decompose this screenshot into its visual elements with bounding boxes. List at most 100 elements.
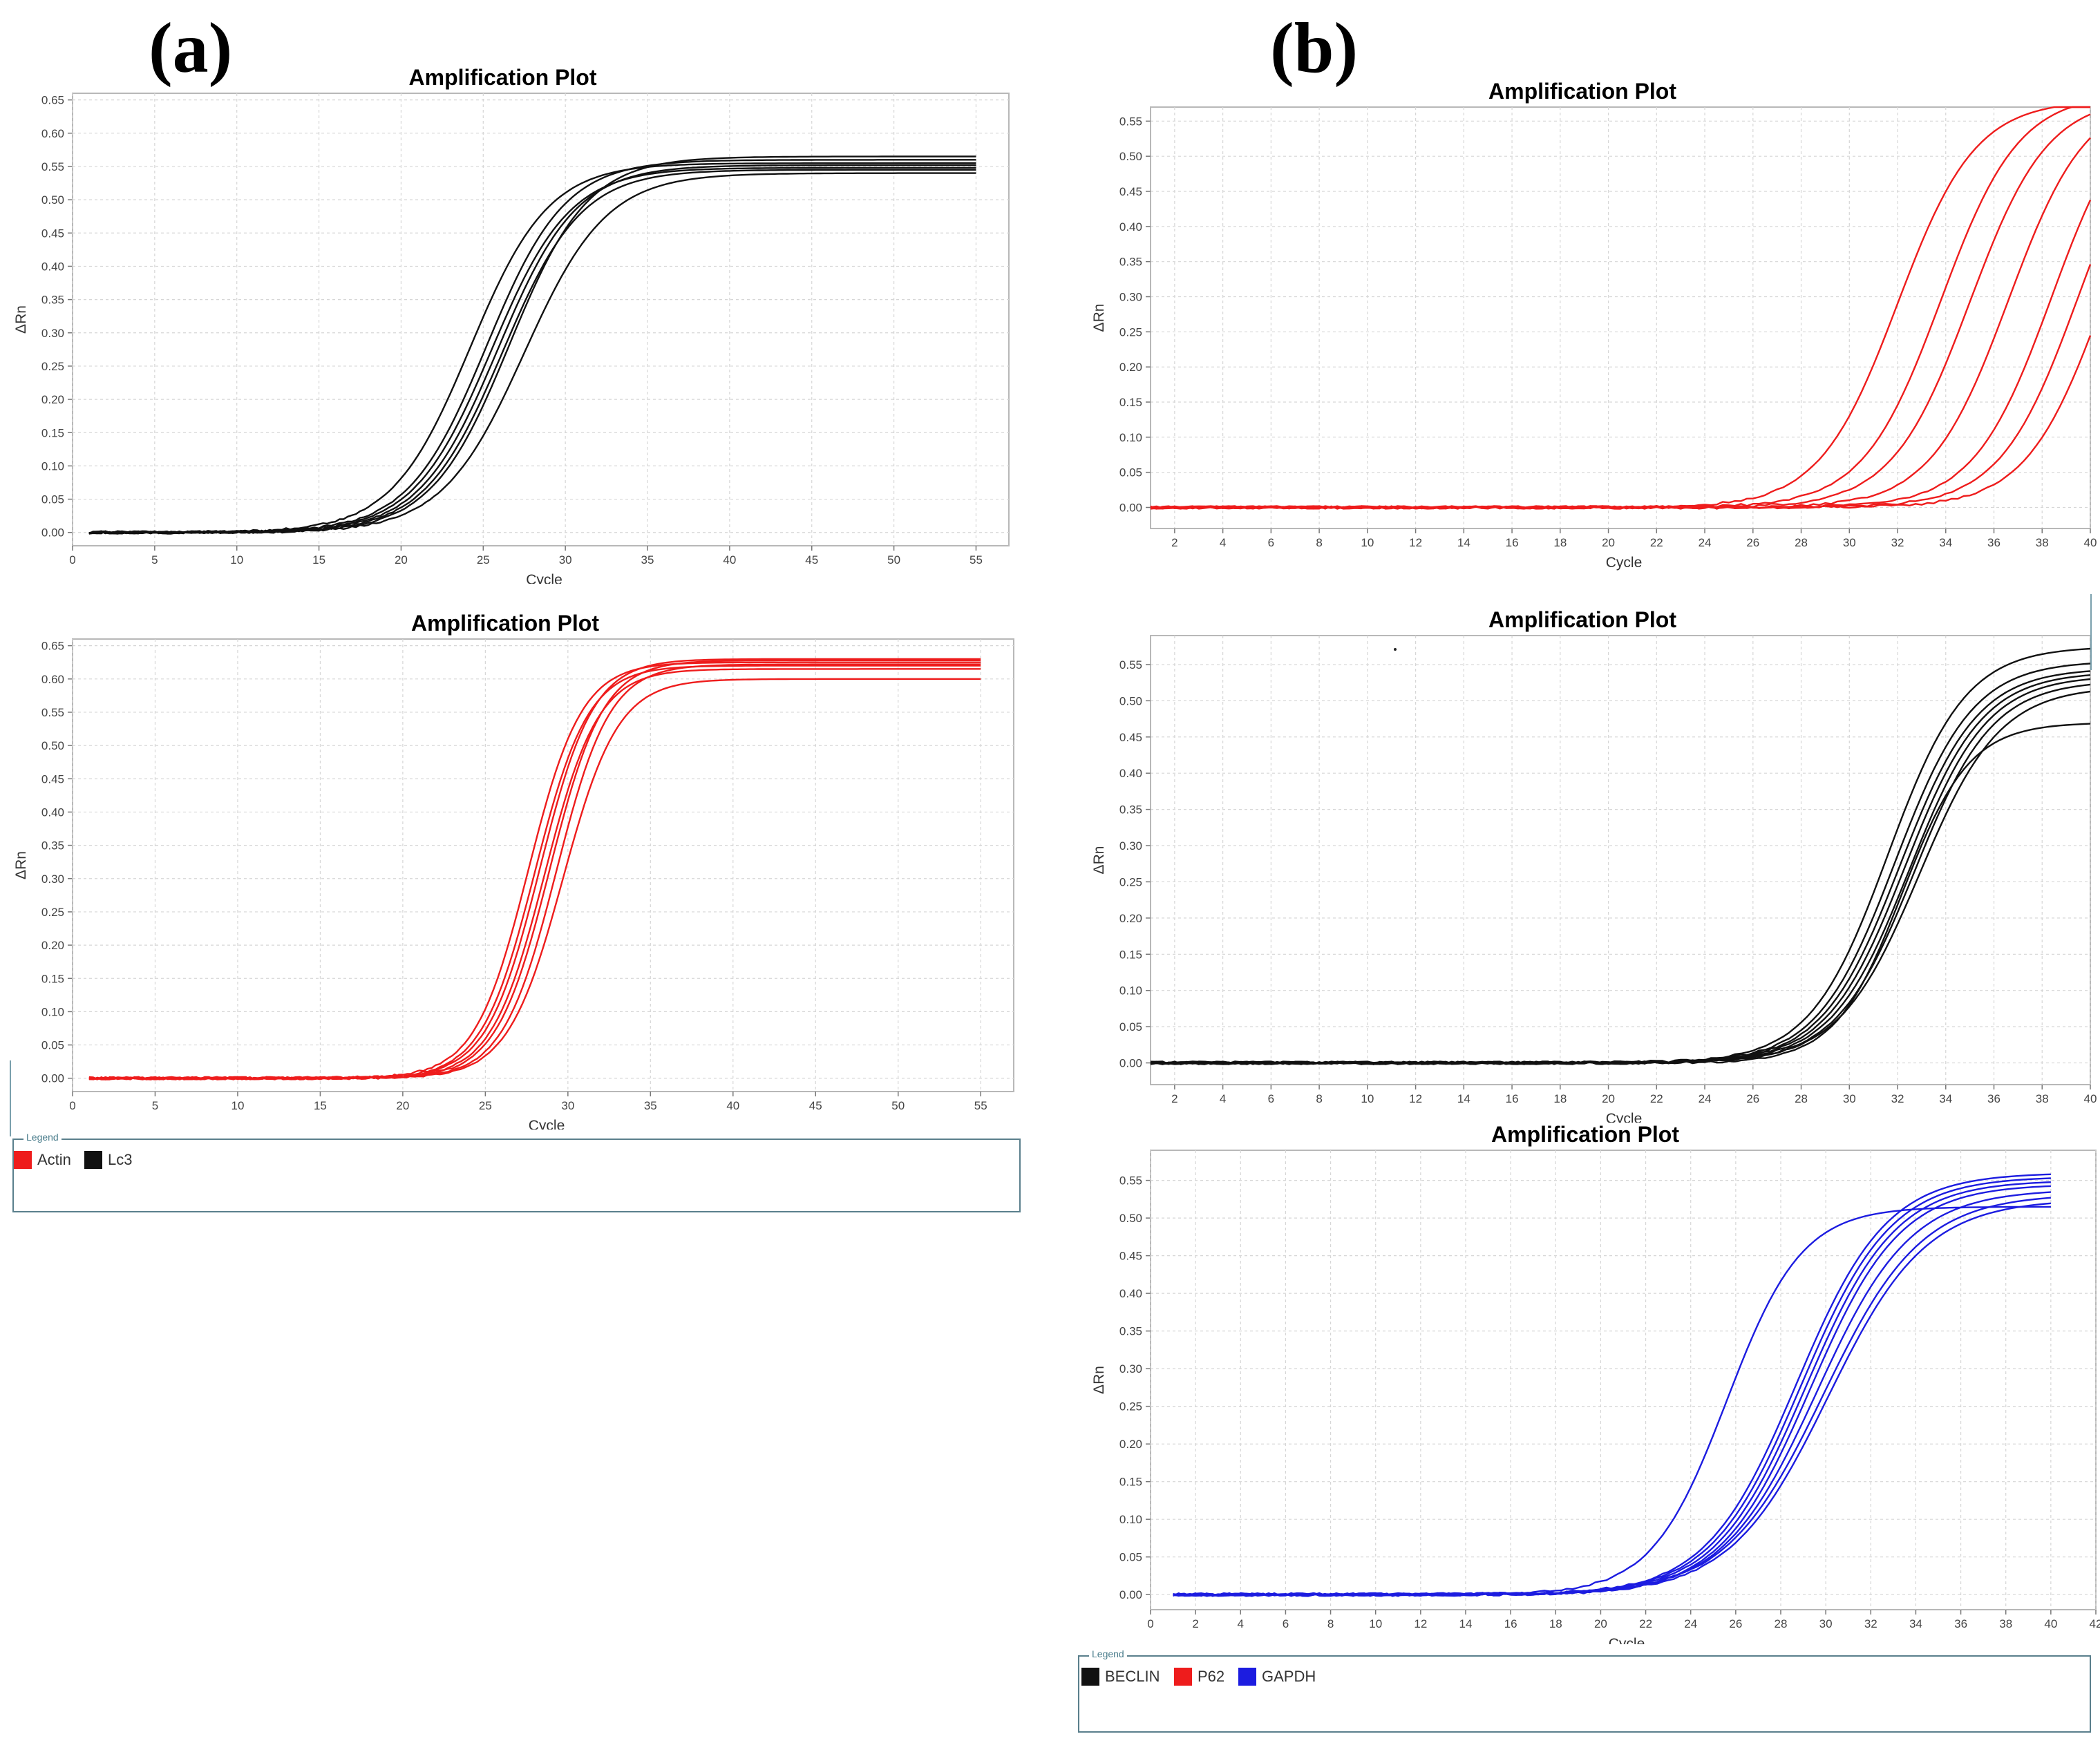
y-tick-label: 0.05 <box>1119 466 1142 479</box>
y-tick-label: 0.20 <box>1119 912 1142 925</box>
chart-b-bottom: Amplification Plot 0.00 0.05 0.10 0.15 0.20 0.… <box>1091 1122 2100 1644</box>
x-tick-label: 18 <box>1549 1617 1562 1630</box>
y-tick-label: 0.25 <box>1119 325 1142 339</box>
x-tick-label: 34 <box>1939 536 1952 549</box>
y-tick-label: 0.55 <box>1119 115 1142 128</box>
y-tick-label: 0.25 <box>41 360 64 373</box>
legend-a-item-actin: Actin <box>14 1150 71 1170</box>
y-tick-label: 0.55 <box>1119 1174 1142 1188</box>
y-tick-label: 0.45 <box>41 227 64 240</box>
amplification-curve-lc3-5 <box>88 169 976 535</box>
x-tick-label: 32 <box>1891 536 1904 549</box>
x-tick-label: 42 <box>2090 1617 2100 1630</box>
y-tick-label: 0.00 <box>1119 1057 1142 1070</box>
x-tick-label: 50 <box>887 553 900 566</box>
legend-a-label-lc3: Lc3 <box>108 1151 133 1168</box>
y-tick-label: 0.20 <box>41 939 64 952</box>
x-tick-label: 10 <box>1361 536 1374 549</box>
y-tick-label: 0.10 <box>41 1005 64 1018</box>
x-tick-label: 0 <box>1147 1617 1153 1630</box>
x-tick-label: 35 <box>641 553 654 566</box>
x-tick-label: 40 <box>2084 536 2097 549</box>
y-tick-label: 0.40 <box>1119 220 1142 234</box>
y-axis-label: ΔRn <box>13 305 29 334</box>
legend-swatch-black <box>1081 1668 1099 1686</box>
amplification-curve-lc3-7 <box>88 172 976 535</box>
y-tick-label: 0.45 <box>1119 731 1142 744</box>
plot-area <box>72 93 1010 546</box>
y-tick-label: 0.15 <box>41 972 64 985</box>
x-tick-label: 5 <box>151 553 158 566</box>
x-tick-label: 20 <box>395 553 408 566</box>
amplification-curve-actin-7 <box>88 678 981 1080</box>
x-tick-label: 16 <box>1506 536 1519 549</box>
y-tick-label: 0.00 <box>1119 502 1142 515</box>
x-tick-label: 20 <box>1602 1092 1615 1105</box>
legend-swatch-blue <box>1238 1668 1256 1686</box>
y-tick-label: 0.00 <box>41 1072 64 1085</box>
x-tick-label: 24 <box>1699 1092 1712 1105</box>
x-axis-label: Cycle <box>1609 1636 1645 1644</box>
y-tick-label: 0.30 <box>1119 291 1142 304</box>
x-tick-label: 50 <box>891 1099 905 1112</box>
amplification-curve-gapdh-7 <box>1173 1197 2052 1597</box>
legend-a-item-lc3: Lc3 <box>84 1150 132 1170</box>
chart-title: Amplification Plot <box>1488 79 1676 104</box>
y-tick-label: 0.00 <box>41 526 64 540</box>
y-tick-label: 0.20 <box>1119 361 1142 374</box>
chart-a-bottom: Amplification Plot 0.00 0.05 0.10 0.15 0.20 0.… <box>13 611 1014 1130</box>
amplification-curve-gapdh-8 <box>1173 1202 2052 1597</box>
y-tick-label: 0.15 <box>1119 948 1142 961</box>
chart-title: Amplification Plot <box>409 65 597 90</box>
stray-dot <box>1394 648 1397 651</box>
x-tick-label: 20 <box>396 1099 409 1112</box>
y-tick-label: 0.10 <box>41 459 64 473</box>
x-tick-label: 6 <box>1283 1617 1289 1630</box>
panel-label-a: (a) <box>149 8 233 88</box>
chart-b-mid: Amplification Plot 0.00 0.05 0.10 0.15 0.20 0.… <box>1091 607 2097 1123</box>
y-tick-label: 0.40 <box>41 260 64 273</box>
x-tick-label: 25 <box>479 1099 492 1112</box>
x-tick-label: 40 <box>726 1099 739 1112</box>
chart-a-top: Amplification Plot 0.00 0.05 0.10 0.15 0.20 0.… <box>13 65 1010 584</box>
x-tick-label: 2 <box>1171 1092 1177 1105</box>
x-tick-label: 4 <box>1220 536 1226 549</box>
y-tick-label: 0.60 <box>41 673 64 686</box>
x-tick-label: 55 <box>974 1099 987 1112</box>
x-tick-label: 38 <box>1999 1617 2012 1630</box>
x-tick-label: 30 <box>561 1099 574 1112</box>
x-tick-label: 30 <box>1819 1617 1833 1630</box>
y-tick-label: 0.35 <box>1119 1325 1142 1338</box>
y-tick-label: 0.05 <box>1119 1020 1142 1034</box>
plot-area <box>72 638 1014 1092</box>
y-tick-label: 0.55 <box>41 706 64 719</box>
chart-title: Amplification Plot <box>1488 607 1676 632</box>
x-tick-label: 36 <box>1954 1617 1967 1630</box>
legend-a: Legend Actin Lc3 <box>12 1132 1021 1212</box>
y-tick-label: 0.25 <box>1119 875 1142 888</box>
x-tick-label: 28 <box>1795 1092 1808 1105</box>
x-tick-label: 24 <box>1699 536 1712 549</box>
plot-area <box>1150 1150 2097 1610</box>
y-tick-label: 0.30 <box>41 327 64 340</box>
amplification-curve-p62-7 <box>1150 335 2092 510</box>
y-tick-label: 0.35 <box>41 839 64 853</box>
x-tick-label: 32 <box>1864 1617 1877 1630</box>
x-tick-label: 12 <box>1409 536 1422 549</box>
y-tick-label: 0.50 <box>1119 150 1142 163</box>
x-axis-label: Cycle <box>529 1118 565 1130</box>
x-tick-label: 10 <box>1361 1092 1374 1105</box>
x-tick-label: 2 <box>1171 536 1177 549</box>
legend-b-item-beclin: BECLIN <box>1081 1666 1160 1687</box>
x-tick-label: 15 <box>314 1099 327 1112</box>
x-tick-label: 26 <box>1746 1092 1759 1105</box>
y-tick-label: 0.10 <box>1119 1513 1142 1526</box>
y-tick-label: 0.05 <box>41 493 64 506</box>
legend-swatch-red <box>14 1151 32 1169</box>
legend-a-title: Legend <box>23 1132 62 1143</box>
x-tick-label: 40 <box>723 553 736 566</box>
x-tick-label: 14 <box>1459 1617 1473 1630</box>
y-tick-label: 0.10 <box>1119 431 1142 444</box>
y-tick-label: 0.40 <box>1119 1287 1142 1300</box>
x-tick-label: 45 <box>809 1099 822 1112</box>
